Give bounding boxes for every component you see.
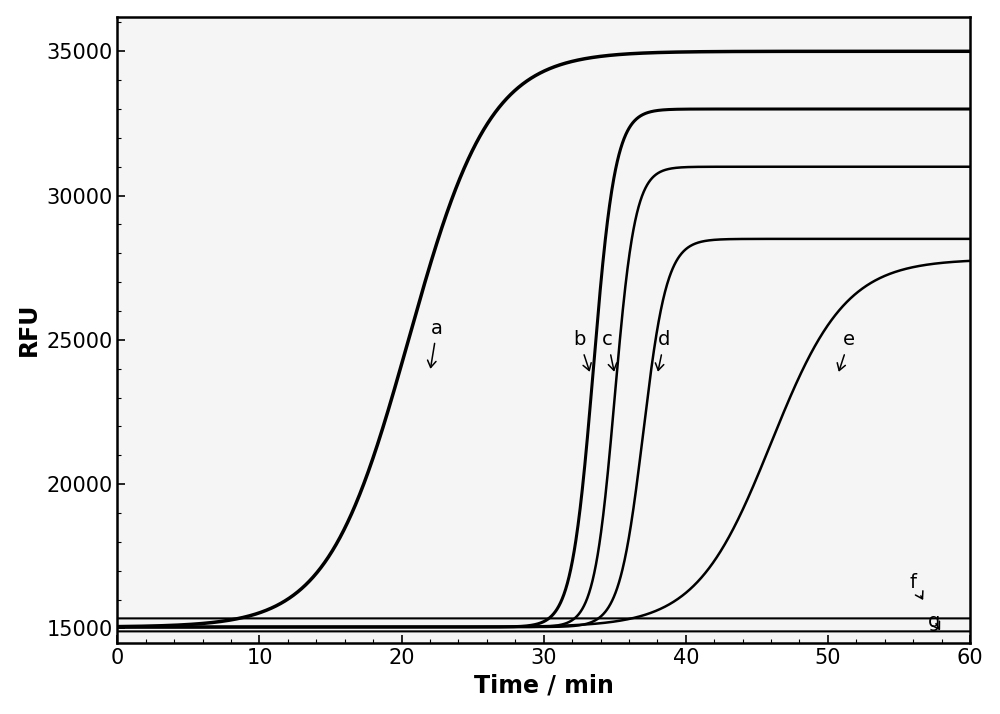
Text: g: g: [928, 612, 941, 630]
Text: f: f: [910, 573, 923, 599]
Text: e: e: [837, 331, 855, 371]
X-axis label: Time / min: Time / min: [474, 673, 614, 698]
Y-axis label: RFU: RFU: [17, 303, 41, 356]
Text: b: b: [573, 331, 591, 371]
Text: c: c: [602, 331, 617, 371]
Text: d: d: [655, 331, 671, 371]
Text: a: a: [428, 319, 443, 368]
